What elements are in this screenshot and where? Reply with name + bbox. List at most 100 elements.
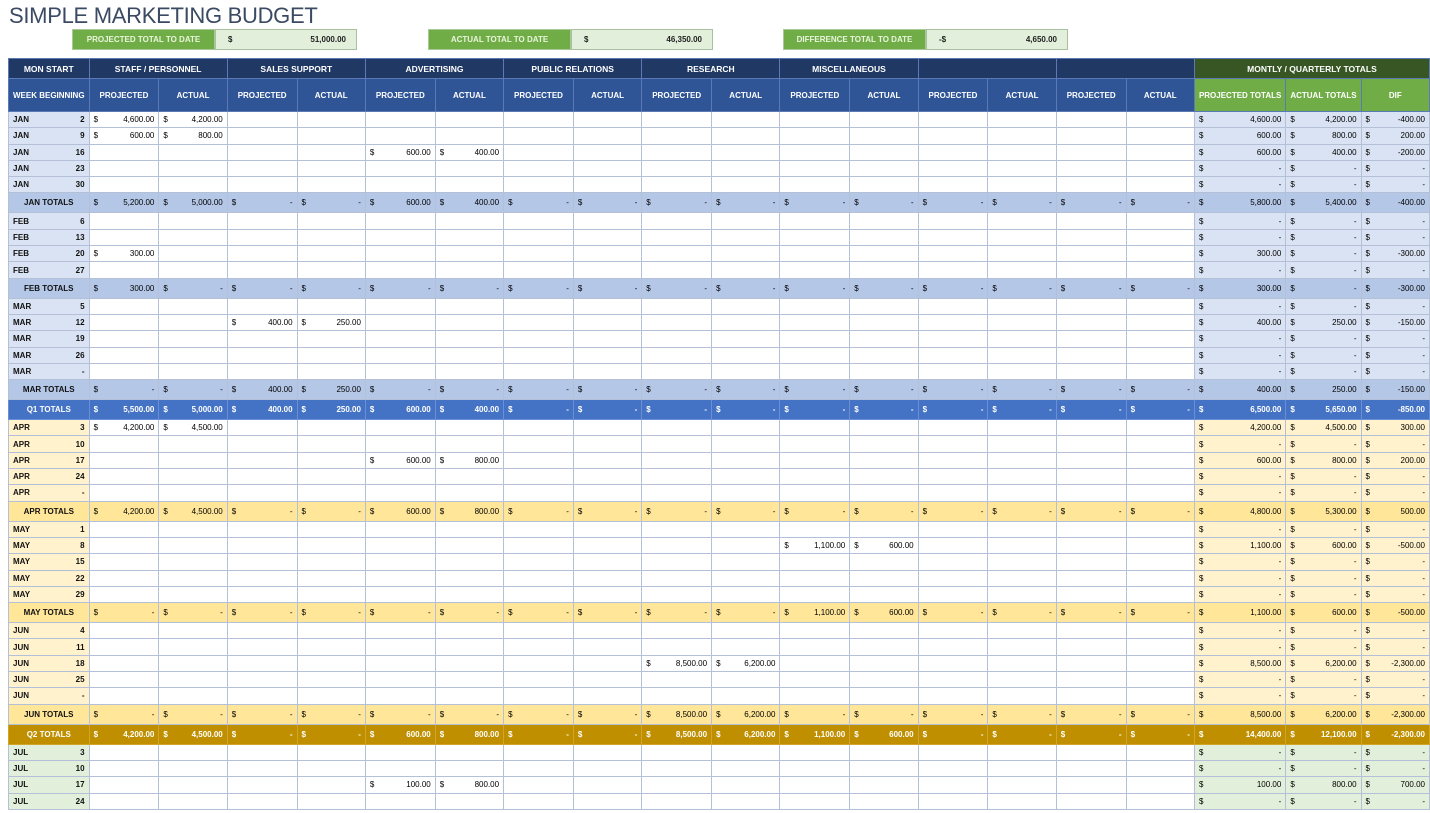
amount-cell[interactable]: $ - — [572, 500, 643, 522]
empty-cell[interactable] — [641, 143, 713, 161]
amount-cell[interactable]: $250.00 — [296, 379, 366, 401]
empty-cell[interactable] — [158, 520, 228, 538]
empty-cell[interactable] — [1055, 776, 1127, 794]
empty-cell[interactable] — [711, 792, 781, 810]
amount-cell[interactable]: $6,200.00 — [1285, 654, 1362, 673]
amount-cell[interactable]: $250.00 — [296, 313, 366, 332]
empty-cell[interactable] — [434, 743, 505, 761]
amount-cell[interactable]: $ - — [226, 192, 298, 214]
amount-cell[interactable]: $400.00 — [1193, 379, 1287, 401]
empty-cell[interactable] — [849, 553, 919, 571]
empty-cell[interactable] — [296, 346, 366, 364]
empty-cell[interactable] — [849, 261, 919, 279]
empty-cell[interactable] — [434, 484, 505, 502]
amount-cell[interactable]: $800.00 — [434, 451, 505, 470]
empty-cell[interactable] — [503, 654, 574, 673]
empty-cell[interactable] — [572, 228, 643, 247]
empty-cell[interactable] — [1125, 159, 1195, 178]
amount-cell[interactable]: $ - — [1125, 602, 1195, 624]
empty-cell[interactable] — [987, 520, 1057, 538]
amount-cell[interactable]: $600.00 — [1285, 536, 1362, 555]
empty-cell[interactable] — [364, 228, 436, 247]
amount-cell[interactable]: $600.00 — [364, 451, 436, 470]
empty-cell[interactable] — [1125, 212, 1195, 230]
amount-cell[interactable]: $ - — [1285, 435, 1362, 453]
empty-cell[interactable] — [849, 638, 919, 656]
empty-cell[interactable] — [503, 435, 574, 453]
amount-cell[interactable]: $4,600.00 — [88, 110, 160, 129]
empty-cell[interactable] — [1125, 143, 1195, 161]
empty-cell[interactable] — [849, 671, 919, 689]
empty-cell[interactable] — [849, 419, 919, 437]
empty-cell[interactable] — [364, 330, 436, 348]
amount-cell[interactable]: $ -150.00 — [1360, 313, 1430, 332]
empty-cell[interactable] — [779, 468, 851, 486]
amount-cell[interactable]: $ - — [1360, 638, 1430, 656]
empty-cell[interactable] — [1125, 520, 1195, 538]
amount-cell[interactable]: $ - — [296, 723, 366, 745]
empty-cell[interactable] — [296, 330, 366, 348]
empty-cell[interactable] — [296, 585, 366, 604]
amount-cell[interactable]: $ - — [434, 379, 505, 401]
empty-cell[interactable] — [503, 671, 574, 689]
empty-cell[interactable] — [572, 127, 643, 145]
amount-cell[interactable]: $600.00 — [1285, 602, 1362, 624]
empty-cell[interactable] — [641, 110, 713, 129]
empty-cell[interactable] — [1125, 261, 1195, 279]
empty-cell[interactable] — [849, 313, 919, 332]
empty-cell[interactable] — [779, 346, 851, 364]
amount-cell[interactable]: $8,500.00 — [1193, 654, 1287, 673]
amount-cell[interactable]: $ - — [1285, 468, 1362, 486]
empty-cell[interactable] — [226, 362, 298, 381]
amount-cell[interactable]: $ - — [1360, 743, 1430, 761]
empty-cell[interactable] — [711, 143, 781, 161]
empty-cell[interactable] — [296, 435, 366, 453]
amount-cell[interactable]: $ - — [1193, 468, 1287, 486]
empty-cell[interactable] — [711, 362, 781, 381]
empty-cell[interactable] — [226, 245, 298, 263]
empty-cell[interactable] — [987, 654, 1057, 673]
empty-cell[interactable] — [364, 654, 436, 673]
empty-cell[interactable] — [503, 362, 574, 381]
empty-cell[interactable] — [779, 143, 851, 161]
amount-cell[interactable]: $ - — [711, 399, 781, 421]
empty-cell[interactable] — [849, 245, 919, 263]
empty-cell[interactable] — [711, 110, 781, 129]
amount-cell[interactable]: $ - — [572, 602, 643, 624]
amount-cell[interactable]: $ - — [1193, 330, 1287, 348]
amount-cell[interactable]: $ - — [1285, 585, 1362, 604]
empty-cell[interactable] — [849, 143, 919, 161]
amount-cell[interactable]: $ - — [364, 277, 436, 299]
empty-cell[interactable] — [917, 792, 989, 810]
empty-cell[interactable] — [1055, 743, 1127, 761]
amount-cell[interactable]: $ - — [503, 723, 574, 745]
empty-cell[interactable] — [1125, 776, 1195, 794]
amount-cell[interactable]: $ - — [1360, 622, 1430, 640]
empty-cell[interactable] — [158, 687, 228, 705]
empty-cell[interactable] — [296, 536, 366, 555]
empty-cell[interactable] — [711, 313, 781, 332]
empty-cell[interactable] — [296, 143, 366, 161]
empty-cell[interactable] — [711, 419, 781, 437]
empty-cell[interactable] — [849, 159, 919, 178]
empty-cell[interactable] — [779, 245, 851, 263]
empty-cell[interactable] — [572, 419, 643, 437]
empty-cell[interactable] — [1125, 671, 1195, 689]
empty-cell[interactable] — [88, 553, 160, 571]
amount-cell[interactable]: $ - — [1193, 228, 1287, 247]
empty-cell[interactable] — [1055, 110, 1127, 129]
amount-cell[interactable]: $ - — [917, 399, 989, 421]
amount-cell[interactable]: $1,100.00 — [1193, 602, 1287, 624]
empty-cell[interactable] — [987, 419, 1057, 437]
empty-cell[interactable] — [88, 569, 160, 587]
empty-cell[interactable] — [987, 776, 1057, 794]
empty-cell[interactable] — [779, 484, 851, 502]
empty-cell[interactable] — [917, 419, 989, 437]
amount-cell[interactable]: $ - — [641, 399, 713, 421]
amount-cell[interactable]: $ -2,300.00 — [1360, 703, 1430, 725]
amount-cell[interactable]: $ - — [849, 192, 919, 214]
amount-cell[interactable]: $ - — [1360, 212, 1430, 230]
empty-cell[interactable] — [503, 792, 574, 810]
amount-cell[interactable]: $ - — [1360, 261, 1430, 279]
empty-cell[interactable] — [987, 297, 1057, 315]
